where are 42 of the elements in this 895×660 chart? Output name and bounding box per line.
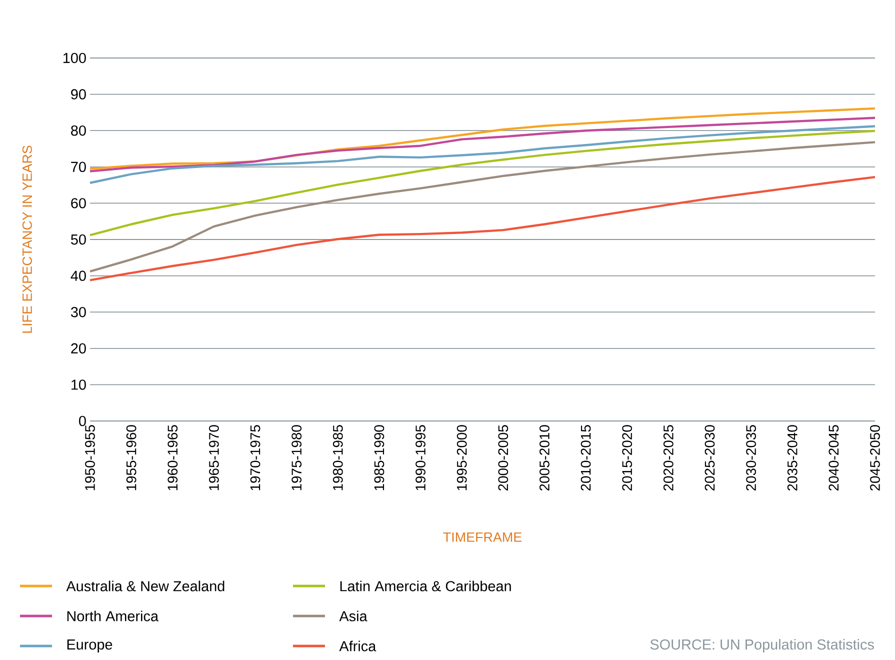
x-tick-label: 2025-2030 [704,425,715,491]
x-tick-label: 2015-2020 [622,425,632,491]
legend-label: Europe [67,640,112,652]
x-tick-label: 1965-1970 [209,425,219,490]
y-tick-label: 0 [79,416,86,426]
y-tick-label: 40 [70,270,86,281]
x-tick-label: 1960-1965 [168,425,178,490]
legend-label: North America [67,610,158,622]
legend-label: Australia & New Zealand [66,580,224,592]
x-tick-label: 2020-2025 [663,425,674,491]
source-note: SOURCE: UN Population Statistics [650,639,874,652]
y-axis-title: LIFE EXPECTANCY IN YEARS [22,146,32,333]
x-tick-label: 1985-1990 [374,425,384,490]
x-tick-label: 1955-1960 [126,425,136,490]
y-tick-label: 80 [71,125,86,136]
y-tick-label: 30 [70,306,86,318]
y-tick-label: 50 [70,234,86,245]
x-tick-label: 2040-2045 [828,425,839,491]
legend-label: Latin Amercia & Caribbean [340,580,511,592]
y-tick-label: 10 [72,380,86,390]
line-series [88,130,876,236]
x-tick-label: 1990-1995 [416,425,426,490]
x-tick-label: 1970-1975 [250,425,260,490]
x-tick-label: 1975-1980 [292,425,302,490]
x-tick-label: 2005-2010 [540,425,550,491]
y-tick-label: 70 [71,162,86,172]
x-axis-title: TIMEFRAME [443,532,522,542]
legend-label: Africa [339,640,376,652]
legend-label: Asia [339,610,368,622]
y-tick-label: 20 [71,343,86,354]
y-tick-label: 90 [71,89,86,100]
x-tick-label: 1980-1985 [332,425,343,490]
y-tick-label: 100 [63,52,86,64]
x-tick-label: 1995-2000 [456,425,467,490]
x-tick-label: 2010-2015 [580,425,591,491]
y-tick-label: 60 [71,198,86,208]
x-tick-label: 2035-2040 [787,425,798,491]
x-tick-label: 2000-2005 [498,425,508,491]
x-tick-label: 1950-1955 [85,425,95,490]
line-series [88,141,876,273]
x-tick-label: 2030-2035 [746,425,756,491]
x-tick-label: 2045-2050 [870,425,880,491]
